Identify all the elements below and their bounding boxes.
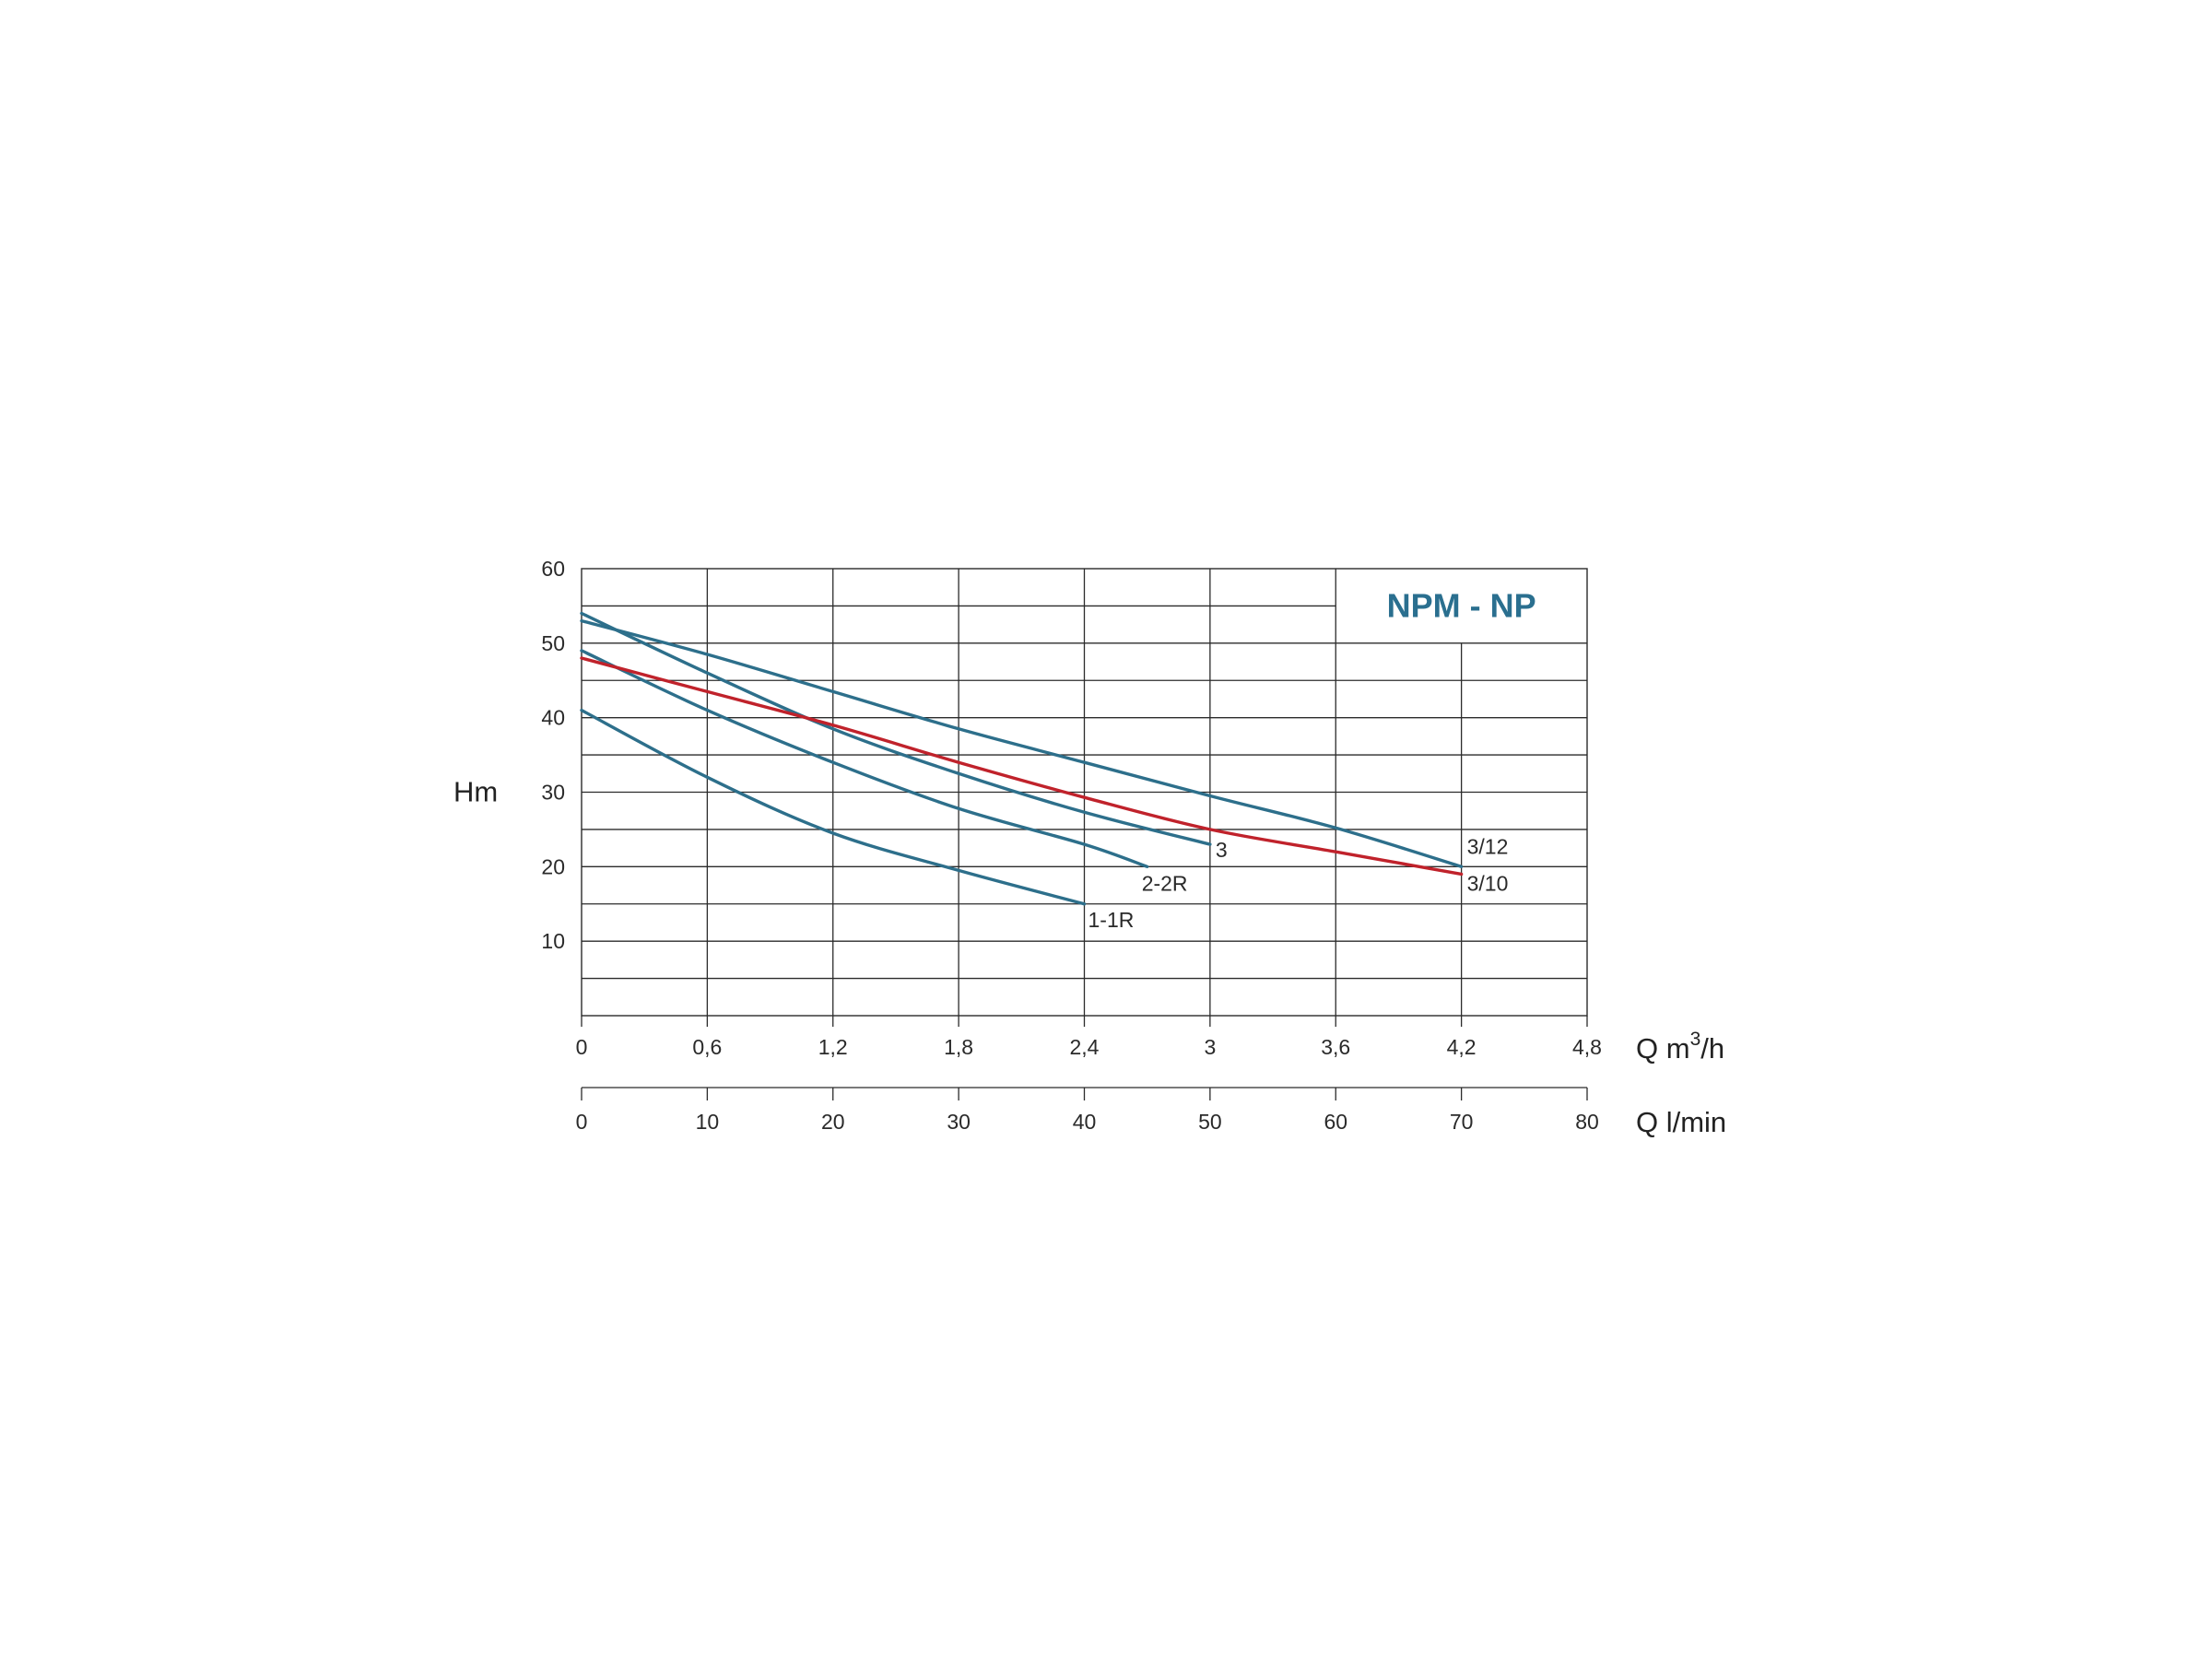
y-tick-label: 40: [541, 706, 565, 730]
x-axis-label-tail: /h: [1700, 1032, 1724, 1065]
y-tick-label: 30: [541, 781, 565, 805]
x-tick-label: 1,2: [818, 1035, 848, 1059]
curve-3-12: [580, 618, 1464, 868]
x2-tick-label: 60: [1324, 1110, 1347, 1134]
curve-label-1-1r: 1-1R: [1088, 908, 1135, 932]
curve-label-3-12: 3/12: [1467, 834, 1509, 858]
x-tick-label: 3,6: [1321, 1035, 1350, 1059]
x-tick-label: 2,4: [1070, 1035, 1100, 1059]
chart-grid: [581, 569, 1588, 1100]
x-tick-label: 4,8: [1572, 1035, 1602, 1059]
y-tick-label: 20: [541, 854, 565, 878]
y-tick-label: 60: [541, 557, 565, 581]
curves-layer: [580, 611, 1464, 906]
x-axis-label: Q m3/h: [1636, 1029, 1724, 1065]
x-axis-label-base: Q m: [1636, 1032, 1690, 1065]
curve-3-10: [580, 656, 1464, 877]
x2-tick-label: 30: [947, 1110, 971, 1134]
curve-label-3: 3: [1216, 838, 1228, 862]
x-tick-label: 3: [1204, 1035, 1216, 1059]
curve-2-2r: [580, 649, 1149, 868]
chart-title: NPM - NP: [1387, 586, 1536, 624]
curve-label-3-10: 3/10: [1467, 871, 1509, 895]
x2-tick-label: 40: [1073, 1110, 1097, 1134]
x-tick-label: 1,8: [944, 1035, 973, 1059]
y-tick-label: 10: [541, 929, 565, 953]
x-tick-label: 0,6: [692, 1035, 722, 1059]
x2-tick-label: 0: [576, 1110, 588, 1134]
y-axis-label: Hm: [453, 776, 498, 808]
x-tick-label: 0: [576, 1035, 588, 1059]
x2-tick-label: 10: [696, 1110, 720, 1134]
plot-frame: [581, 568, 1588, 1017]
x-tick-label: 4,2: [1447, 1035, 1477, 1059]
curve-label-2-2r: 2-2R: [1142, 871, 1188, 895]
x2-tick-label: 70: [1450, 1110, 1474, 1134]
x2-tick-label: 50: [1198, 1110, 1222, 1134]
x-axis-label-superscript: 3: [1690, 1029, 1701, 1050]
x2-tick-label: 20: [821, 1110, 845, 1134]
labels-layer: 0 0,6 1,2 1,8 2,4 3 3,6 4,2 4,8 0 10 20 30 40 50 60 70 80…: [541, 557, 1602, 1134]
x2-tick-label: 80: [1575, 1110, 1599, 1134]
x2-axis-label: Q l/min: [1636, 1106, 1726, 1138]
curve-1-1r: [580, 708, 1087, 906]
y-tick-label: 50: [541, 631, 565, 655]
curve-3: [580, 611, 1212, 846]
